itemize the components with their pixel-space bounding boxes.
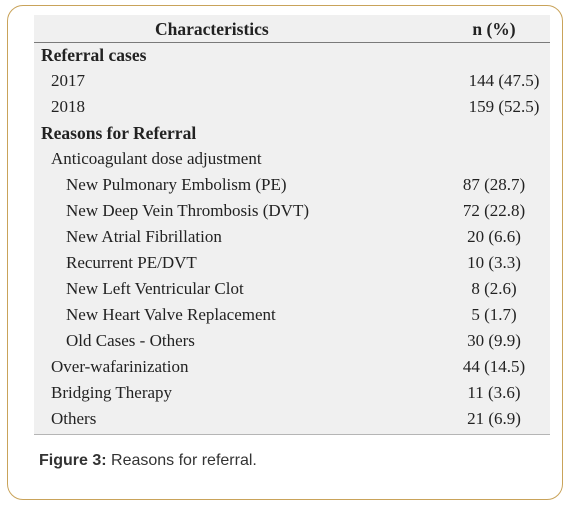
table-row: Over-wafarinization 44 (14.5) [34, 357, 550, 383]
section-label: Reasons for Referral [41, 123, 197, 143]
row-label: 2018 [51, 97, 85, 116]
figure-label: Figure 3: [39, 452, 107, 469]
table-row: New Pulmonary Embolism (PE) 87 (28.7) [34, 175, 550, 201]
table-row: New Left Ventricular Clot 8 (2.6) [34, 279, 550, 305]
header-rule [34, 42, 550, 43]
row-label: New Left Ventricular Clot [66, 279, 244, 298]
row-label: 2017 [51, 71, 85, 90]
row-label: New Heart Valve Replacement [66, 305, 276, 324]
row-label: Over-wafarinization [51, 357, 189, 376]
row-value: 21 (6.9) [467, 409, 521, 428]
row-label: Recurrent PE/DVT [66, 253, 197, 272]
table-row: 2017 144 (47.5) [34, 71, 550, 97]
row-value: 159 (52.5) [468, 97, 540, 116]
row-value: 8 (2.6) [471, 279, 517, 298]
row-value: 20 (6.6) [467, 227, 521, 246]
bottom-rule [34, 434, 550, 435]
section-referral-cases: Referral cases [34, 45, 550, 71]
table-row: Old Cases - Others 30 (9.9) [34, 331, 550, 357]
row-label: Others [51, 409, 97, 428]
row-label: Anticoagulant dose adjustment [51, 149, 262, 168]
row-value: 11 (3.6) [467, 383, 521, 402]
row-value: 10 (3.3) [467, 253, 521, 272]
row-value: 44 (14.5) [462, 357, 526, 376]
row-value: 144 (47.5) [468, 71, 540, 90]
header-n-percent: n (%) [472, 19, 516, 39]
header-characteristics: Characteristics [155, 19, 269, 39]
table-row: New Deep Vein Thrombosis (DVT) 72 (22.8) [34, 201, 550, 227]
row-value: 5 (1.7) [471, 305, 517, 324]
row-label: New Atrial Fibrillation [66, 227, 222, 246]
table-row: Others 21 (6.9) [34, 409, 550, 435]
table-header-row: Characteristics n (%) [34, 19, 550, 45]
section-reasons-for-referral: Reasons for Referral [34, 123, 550, 149]
table-row: Bridging Therapy 11 (3.6) [34, 383, 550, 409]
table-background [34, 15, 550, 435]
table-row: Recurrent PE/DVT 10 (3.3) [34, 253, 550, 279]
row-label: Bridging Therapy [51, 383, 173, 402]
row-label: Old Cases - Others [66, 331, 195, 350]
figure-caption: Figure 3: Reasons for referral. [39, 452, 257, 470]
row-value: 72 (22.8) [462, 201, 526, 220]
row-value: 87 (28.7) [462, 175, 526, 194]
table-row: New Heart Valve Replacement 5 (1.7) [34, 305, 550, 331]
section-label: Referral cases [41, 45, 147, 65]
table-row: 2018 159 (52.5) [34, 97, 550, 123]
row-value: 30 (9.9) [467, 331, 521, 350]
row-label: New Deep Vein Thrombosis (DVT) [66, 201, 309, 220]
row-label: New Pulmonary Embolism (PE) [66, 175, 287, 194]
table-row: Anticoagulant dose adjustment [34, 149, 550, 175]
table-row: New Atrial Fibrillation 20 (6.6) [34, 227, 550, 253]
caption-text: Reasons for referral. [106, 452, 257, 469]
